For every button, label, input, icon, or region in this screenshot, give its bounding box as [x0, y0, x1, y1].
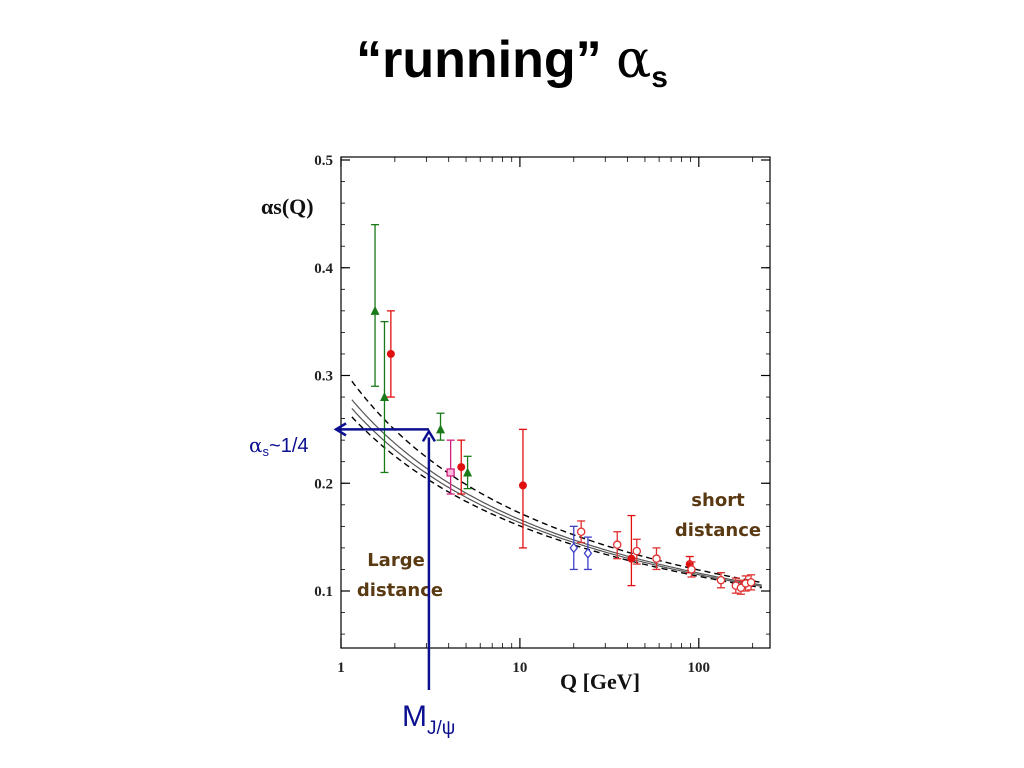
- data-point-circle-open: [576, 520, 586, 544]
- data-point-triangle: [436, 412, 446, 441]
- alpha-quarter-sub: s: [263, 444, 270, 459]
- y-tick-label: 0.3: [314, 369, 333, 385]
- filled-circle-marker: [627, 554, 636, 563]
- y-tick-label: 0.5: [314, 153, 333, 169]
- data-point-circle-open: [652, 547, 661, 571]
- mjpsi-arrow-head: [421, 428, 436, 443]
- mjpsi-subscript: J/ψ: [427, 718, 455, 739]
- large-distance-line2: distance: [357, 580, 443, 601]
- y-tick-label: 0.2: [314, 476, 333, 492]
- data-point-triangle: [379, 320, 389, 474]
- x-tick-label: 100: [688, 660, 711, 676]
- data-point-circle-open: [612, 531, 622, 560]
- open-circle-marker: [746, 578, 756, 587]
- title-text: “running”: [356, 31, 617, 89]
- x-tick-label: 10: [512, 660, 527, 676]
- open-diamond-marker: [569, 542, 579, 554]
- y-tick-label: 0.1: [314, 584, 333, 600]
- data-point-diamond-open: [583, 536, 593, 571]
- data-point-circle-open: [716, 572, 726, 589]
- data-point-triangle: [370, 223, 380, 387]
- mjpsi-label: MJ/ψ: [402, 700, 455, 739]
- data-point-triangle: [463, 455, 473, 490]
- qcd-curve-dashed-3: [351, 416, 762, 589]
- alpha-quarter-symbol: α: [249, 433, 263, 457]
- data-points: [370, 223, 756, 595]
- open-circle-marker: [576, 527, 586, 536]
- triangle-marker: [463, 467, 473, 477]
- alpha-arrow-head: [333, 422, 347, 437]
- open-circle-marker: [716, 575, 726, 585]
- filled-circle-marker: [518, 481, 527, 490]
- plot-frame: [340, 156, 771, 649]
- open-circle-marker: [687, 565, 696, 574]
- open-circle-marker: [632, 546, 642, 556]
- open-square-marker: [446, 468, 455, 477]
- short-distance-line2: distance: [675, 520, 761, 541]
- data-point-circle-open: [632, 538, 642, 565]
- x-tick-label: 1: [337, 660, 345, 676]
- alpha-quarter-label: αs~1/4: [249, 433, 309, 459]
- axis-ticks: 0.1 0.2 0.3 0.4 0.5 1 10 100: [314, 153, 770, 676]
- data-point-diamond-open: [569, 525, 579, 571]
- data-point-circle-filled: [457, 439, 466, 495]
- slide-title: “running” αs: [0, 30, 1024, 95]
- open-circle-marker: [652, 554, 661, 563]
- data-point-circle-filled: [627, 514, 636, 587]
- open-diamond-marker: [583, 547, 593, 559]
- data-point-circle-open: [687, 561, 696, 578]
- large-distance-line1: Large: [367, 550, 425, 571]
- qcd-curve-solid-1: [351, 408, 762, 587]
- title-alpha-symbol: α: [616, 30, 652, 90]
- open-circle-marker: [612, 540, 622, 549]
- annotation-arrows: [333, 422, 436, 690]
- triangle-marker: [379, 392, 389, 402]
- data-point-square-open: [446, 439, 455, 495]
- y-axis-title: αs(Q): [261, 194, 314, 219]
- x-axis-title: Q [GeV]: [560, 669, 640, 694]
- data-point-circle-filled: [518, 428, 527, 549]
- mjpsi-m: M: [402, 700, 427, 733]
- y-tick-label: 0.4: [314, 261, 333, 277]
- triangle-marker: [370, 305, 380, 315]
- data-point-circle-open: [746, 574, 756, 591]
- filled-circle-marker: [457, 463, 466, 472]
- triangle-marker: [436, 424, 446, 434]
- title-subscript: s: [651, 61, 668, 94]
- alpha-quarter-value: ~1/4: [269, 435, 308, 457]
- short-distance-line1: short: [691, 490, 745, 511]
- data-point-circle-filled: [386, 310, 395, 398]
- filled-circle-marker: [386, 349, 395, 358]
